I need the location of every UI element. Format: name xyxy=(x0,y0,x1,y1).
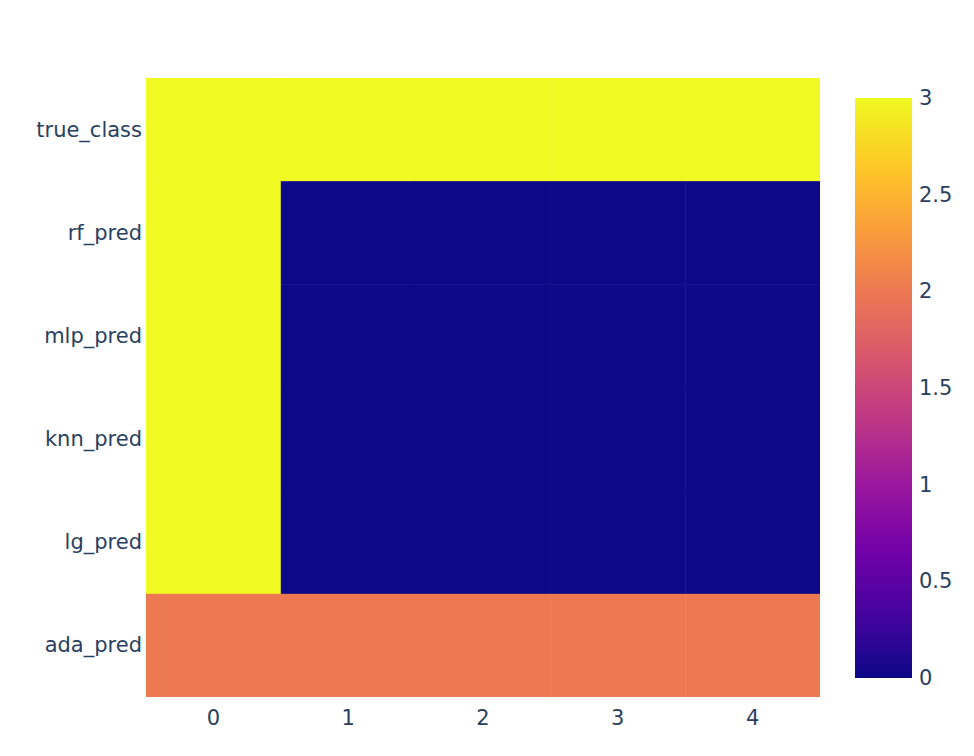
heatmap-cell xyxy=(146,78,281,182)
heatmap-cell xyxy=(685,181,820,285)
heatmap-cell xyxy=(685,284,820,388)
colorbar-tick-label: 2.5 xyxy=(919,183,952,207)
heatmap-cell xyxy=(550,491,685,595)
heatmap-cell xyxy=(146,181,281,285)
colorbar-tick-label: 2 xyxy=(919,279,932,303)
x-tick-label: 1 xyxy=(342,706,355,730)
x-tick-label: 3 xyxy=(611,706,624,730)
heatmap-cell xyxy=(416,284,551,388)
heatmap-cell xyxy=(685,594,820,697)
colorbar-tick-label: 0.5 xyxy=(919,569,952,593)
heatmap-cell xyxy=(281,181,416,285)
colorbar-tick-label: 0 xyxy=(919,666,932,690)
heatmap-cell xyxy=(281,78,416,182)
colorbar-tick-label: 3 xyxy=(919,86,932,110)
heatmap-cell xyxy=(281,388,416,492)
cells xyxy=(146,78,820,697)
x-tick-label: 4 xyxy=(746,706,759,730)
heatmap-cell xyxy=(146,284,281,388)
heatmap-cell xyxy=(550,388,685,492)
y-tick-label: ada_pred xyxy=(45,633,142,658)
x-tick-label: 2 xyxy=(476,706,489,730)
y-tick-label: lg_pred xyxy=(65,530,142,555)
y-tick-label: knn_pred xyxy=(45,427,142,452)
x-tick-label: 0 xyxy=(207,706,220,730)
heatmap-cell xyxy=(416,491,551,595)
y-tick-label: rf_pred xyxy=(68,221,142,246)
colorbar-tick-label: 1 xyxy=(919,473,932,497)
heatmap-cell xyxy=(550,181,685,285)
colorbar-tick-label: 1.5 xyxy=(919,376,952,400)
heatmap-cell xyxy=(281,491,416,595)
heatmap-cell xyxy=(550,284,685,388)
chart: true_class rf_pred mlp_pred knn_pred lg_pred… xyxy=(0,0,974,756)
heatmap-cell xyxy=(550,594,685,697)
heatmap-cell xyxy=(146,594,281,697)
heatmap-cell xyxy=(281,284,416,388)
heatmap-cell xyxy=(281,594,416,697)
heatmap-cell xyxy=(146,388,281,492)
heatmap-cell xyxy=(416,78,551,182)
colorbar xyxy=(855,98,912,678)
heatmap-cell xyxy=(416,388,551,492)
heatmap-cell xyxy=(416,181,551,285)
y-tick-label: true_class xyxy=(36,118,142,143)
heatmap-cell xyxy=(685,491,820,595)
heatmap-cell xyxy=(550,78,685,182)
heatmap-cell xyxy=(685,78,820,182)
heatmap-cell xyxy=(416,594,551,697)
y-tick-label: mlp_pred xyxy=(44,324,142,349)
heatmap-cell xyxy=(685,388,820,492)
heatmap-cell xyxy=(146,491,281,595)
